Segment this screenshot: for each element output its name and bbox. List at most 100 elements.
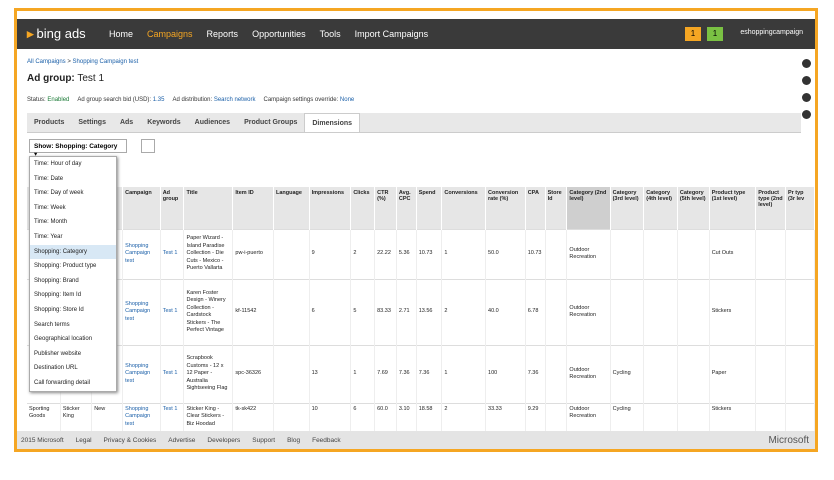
column-header[interactable]: Spend [416,187,443,229]
menu-item[interactable]: Destination URL [34,365,78,372]
tab[interactable]: Products [34,119,65,126]
menu-item[interactable]: Time: Month [34,219,68,226]
menu-item[interactable]: Shopping: Brand [34,277,79,284]
menu-item[interactable]: Shopping: Item Id [34,292,82,299]
cell [677,278,710,345]
footer-link[interactable]: Advertise [168,436,196,444]
cell[interactable]: Test 1 [160,344,185,403]
cell: Stickers [709,278,757,345]
footer-link[interactable]: Developers [207,436,241,444]
menu-item[interactable]: Time: Day of week [34,190,84,197]
people-icon[interactable] [802,110,811,119]
column-header[interactable]: Category (5th level) [677,187,710,229]
nav-item[interactable]: Home [109,29,134,39]
breadcrumb-link[interactable]: All Campaigns [27,59,66,65]
cell[interactable]: Shopping Campaign test [122,402,161,431]
menu-item[interactable]: Geographical location [34,336,93,343]
cell: 33.33 [485,402,526,431]
footer-link[interactable]: Blog [287,436,301,444]
column-header[interactable]: Clicks [350,187,376,229]
nav-item[interactable]: Campaigns [147,29,193,39]
column-header[interactable]: Product type (1st level) [709,187,757,229]
cell[interactable]: Test 1 [160,402,185,431]
cell [610,228,645,279]
footer-link[interactable]: Feedback [312,436,341,444]
logo-text: bing ads [36,26,86,41]
menu-item[interactable]: Time: Hour of day [34,161,82,167]
menu-item[interactable]: Publisher website [34,350,82,357]
column-header[interactable]: Ad group [160,187,185,229]
status-value[interactable]: None [339,97,355,103]
cell[interactable]: Test 1 [160,228,185,279]
column-header[interactable]: Category (2nd level) [566,187,611,229]
chart-icon[interactable] [141,139,155,153]
show-dropdown[interactable]: Show: Shopping: Category ▾ [29,139,127,158]
column-header[interactable]: Product type (2nd level) [755,187,786,229]
account-name[interactable]: eshoppingcampaign [740,29,803,36]
cell [785,228,815,279]
column-header[interactable]: Impressions [309,187,352,229]
nav-item[interactable]: Opportunities [252,29,306,39]
logo[interactable]: ▸ bing ads [27,26,86,41]
footer-link[interactable]: Support [252,436,276,444]
cell: kf-11542 [232,278,274,345]
cell: tk-sk422 [232,402,274,431]
tab[interactable]: Dimensions [304,113,361,132]
column-header[interactable]: Category (4th level) [643,187,678,229]
cell: 6 [350,402,376,431]
tab[interactable]: Product Groups [244,119,298,126]
column-header[interactable]: Category (3rd level) [610,187,645,229]
column-header[interactable]: CTR (%) [374,187,397,229]
data-row: Shopping Campaign test Test 1 Paper Wizard… [27,228,815,279]
menu-item[interactable]: Time: Date [34,175,64,182]
footer-link: 2015 Microsoft [21,436,64,444]
cell: 50.0 [485,228,526,279]
menu-item[interactable]: Shopping: Category [30,244,116,260]
nav-item[interactable]: Reports [206,29,239,39]
cell: 7.36 [396,344,417,403]
cell[interactable]: Shopping Campaign test [122,228,161,279]
help-icon[interactable] [802,59,811,68]
info-icon[interactable] [802,76,811,85]
tab[interactable]: Audiences [194,119,231,126]
tab[interactable]: Ads [119,119,134,126]
tab[interactable]: Keywords [147,119,181,126]
tab[interactable]: Settings [78,119,106,126]
footer-link[interactable]: Privacy & Cookies [103,436,157,444]
status-value[interactable]: Enabled [47,97,70,103]
column-header[interactable]: Conversions [441,187,487,229]
menu-item[interactable]: Shopping: Store Id [34,306,84,313]
cell: 1 [441,228,487,279]
cell: 5.36 [396,228,417,279]
column-header[interactable]: Conversion rate (%) [485,187,526,229]
cell[interactable]: Shopping Campaign test [122,278,161,345]
status-value[interactable]: 1.35 [152,97,165,103]
chat-icon[interactable] [802,93,811,102]
menu-item[interactable]: Time: Year [34,233,63,240]
cell [785,402,815,431]
column-header[interactable]: Title [183,187,234,229]
menu-item[interactable]: Call forwarding detail [34,379,91,386]
cell[interactable]: Test 1 [160,278,185,345]
breadcrumb-link[interactable]: Shopping Campaign test [72,59,139,65]
status-label: Campaign settings override: [263,97,339,103]
column-header[interactable]: Store Id [545,187,568,229]
notice-badge[interactable]: 1 [707,27,723,41]
cell[interactable]: Shopping Campaign test [122,344,161,403]
menu-item[interactable]: Search terms [34,321,70,328]
cell: Outdoor Recreation [566,402,611,431]
footer-link[interactable]: Legal [75,436,92,444]
column-header[interactable]: CPA [525,187,546,229]
alert-badge[interactable]: 1 [685,27,701,41]
menu-item[interactable]: Time: Week [34,204,66,211]
column-header[interactable]: Language [273,187,310,229]
status-value[interactable]: Search network [213,97,256,103]
nav-item[interactable]: Tools [319,29,341,39]
column-header[interactable]: Avg. CPC [396,187,417,229]
nav-item[interactable]: Import Campaigns [354,29,429,39]
column-header[interactable]: Item ID [232,187,274,229]
column-header[interactable]: Campaign [122,187,161,229]
column-header[interactable]: Pr typ (3r lev [785,187,815,229]
menu-item[interactable]: Shopping: Product type [34,263,97,270]
